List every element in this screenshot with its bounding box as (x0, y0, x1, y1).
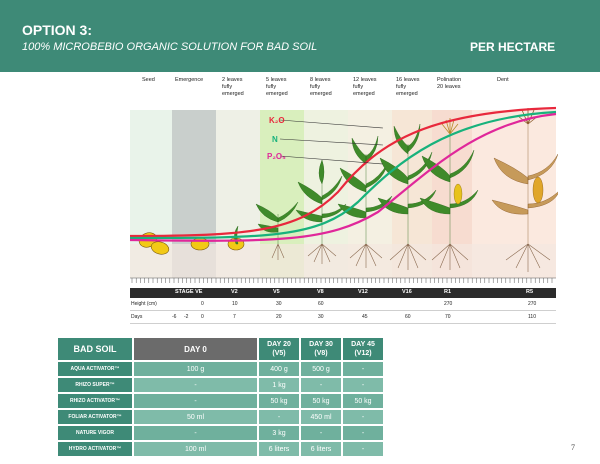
stage-label-5-leaves: 5 leaves fufly emerged (266, 77, 288, 97)
col-day0: DAY 0 (134, 338, 257, 360)
stage-label-12-leaves: 12 leaves fufly emerged (353, 77, 377, 97)
product-name: HYDRO ACTIVATOR™ (58, 442, 132, 456)
corn-growth-illustration: K₂O N P₂O₅ (129, 106, 558, 283)
nutrient-arrows (279, 119, 384, 165)
height-val: 30 (276, 301, 282, 307)
height-val: 0 (201, 301, 204, 307)
curve-p2o5 (129, 112, 557, 242)
days-val: -2 (184, 314, 189, 320)
days-val: 0 (201, 314, 204, 320)
stage-label-emergence: Emergence (175, 77, 204, 83)
header-banner: OPTION 3: 100% MICROBEBIO ORGANIC SOLUTI… (0, 0, 600, 72)
table-title: BAD SOIL (58, 338, 132, 360)
stage-v5: V5 (273, 289, 280, 295)
dose-day45: - (343, 426, 383, 440)
stage-ve: STAGE VE (175, 289, 203, 295)
dose-day20: 6 liters (259, 442, 299, 456)
label-p2o5: P₂O₅ (267, 152, 286, 161)
product-name: FOLIAR ACTIVATOR™ (58, 410, 132, 424)
table-row: HYDRO ACTIVATOR™ 100 ml 6 liters 6 liter… (58, 442, 383, 456)
corn-plants (234, 118, 479, 245)
divider (130, 323, 556, 324)
stage-v8: V8 (317, 289, 324, 295)
days-val: 45 (362, 314, 368, 320)
dose-day0: - (134, 378, 257, 392)
height-label: Height (cm) (131, 301, 157, 307)
col-day20: DAY 20 (V5) (259, 338, 299, 360)
stage-label-16-leaves: 16 leaves fufly emerged (396, 77, 420, 97)
days-val: 70 (445, 314, 451, 320)
dose-day30: - (301, 426, 341, 440)
days-val: 20 (276, 314, 282, 320)
stage-r1: R1 (444, 289, 452, 295)
dose-day20: 1 kg (259, 378, 299, 392)
stage-label-dent: Dent (497, 77, 509, 83)
dose-day20: 50 kg (259, 394, 299, 408)
height-val: 60 (318, 301, 324, 307)
dose-day0: - (134, 426, 257, 440)
curve-n (129, 110, 557, 240)
dose-day45: - (343, 410, 383, 424)
stage-label-seed: Seed (142, 77, 155, 83)
dosage-table: BAD SOIL DAY 0 DAY 20 (V5) DAY 30 (V8) D… (56, 336, 385, 458)
table-row: FOLIAR ACTIVATOR™ 50 ml - 450 ml - (58, 410, 383, 424)
curve-k2o (129, 106, 557, 238)
dose-day30: - (301, 378, 341, 392)
dose-day45: - (343, 362, 383, 376)
height-val: 270 (444, 301, 453, 307)
stage-v2: V2 (231, 289, 238, 295)
dose-day30: 450 ml (301, 410, 341, 424)
days-val: 60 (405, 314, 411, 320)
table-row: RHIZO ACTIVATOR™ - 50 kg 50 kg 50 kg (58, 394, 383, 408)
option-title: OPTION 3: (22, 22, 93, 38)
stage-label-2-leaves: 2 leaves fufly emerged (222, 77, 244, 97)
dose-day45: - (343, 442, 383, 456)
label-n: N (272, 135, 278, 144)
product-name: AQUA ACTIVATOR™ (58, 362, 132, 376)
dose-day0: - (134, 394, 257, 408)
days-val: 7 (233, 314, 236, 320)
dose-day20: 400 g (259, 362, 299, 376)
table-row: RHIZO SUPER™ - 1 kg - - (58, 378, 383, 392)
col-day30: DAY 30 (V8) (301, 338, 341, 360)
dose-day0: 100 ml (134, 442, 257, 456)
days-val: 30 (318, 314, 324, 320)
dose-day0: 100 g (134, 362, 257, 376)
days-label: Days (131, 314, 143, 320)
days-val: -6 (172, 314, 177, 320)
table-row: AQUA ACTIVATOR™ 100 g 400 g 500 g - (58, 362, 383, 376)
dose-day30: 500 g (301, 362, 341, 376)
table-row: NATURE VIGOR - 3 kg - - (58, 426, 383, 440)
stage-label-8-leaves: 8 leaves fufly emerged (310, 77, 332, 97)
per-hectare-label: PER HECTARE (470, 40, 556, 54)
dose-day30: 50 kg (301, 394, 341, 408)
dose-day20: 3 kg (259, 426, 299, 440)
stage-v16: V16 (402, 289, 412, 295)
roots (271, 243, 551, 272)
stage-bar: STAGE VE V2 V5 V8 V12 V16 R1 R5 (130, 288, 556, 298)
product-name: RHIZO SUPER™ (58, 378, 132, 392)
days-val: 110 (528, 314, 536, 320)
dose-day30: 6 liters (301, 442, 341, 456)
height-val: 10 (232, 301, 238, 307)
stage-r5: R5 (526, 289, 534, 295)
option-subtitle: 100% MICROBEBIO ORGANIC SOLUTION FOR BAD… (22, 41, 318, 53)
ruler-ticks (131, 278, 553, 283)
product-name: RHIZO ACTIVATOR™ (58, 394, 132, 408)
label-k2o: K₂O (269, 116, 285, 125)
col-day45: DAY 45 (V12) (343, 338, 383, 360)
stage-v12: V12 (358, 289, 368, 295)
dent-plant (491, 108, 558, 244)
ground (130, 244, 556, 278)
dose-day0: 50 ml (134, 410, 257, 424)
divider (130, 310, 556, 311)
height-val: 270 (528, 301, 537, 307)
page-number: 7 (571, 443, 575, 452)
dose-day45: - (343, 378, 383, 392)
dose-day45: 50 kg (343, 394, 383, 408)
product-name: NATURE VIGOR (58, 426, 132, 440)
dose-day20: - (259, 410, 299, 424)
stage-label-polination: Polination 20 leaves (437, 77, 462, 90)
